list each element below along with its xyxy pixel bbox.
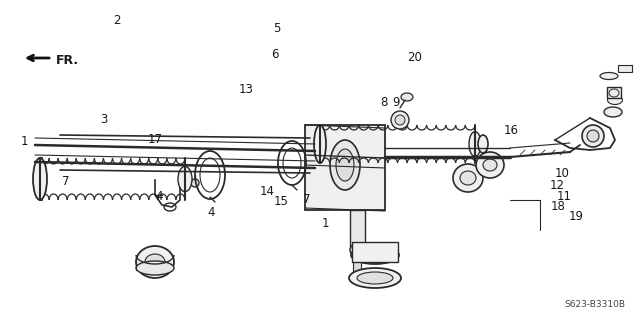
Text: S623-B3310B: S623-B3310B [564,300,625,309]
Ellipse shape [145,254,165,270]
Text: 7: 7 [303,193,311,206]
Bar [305,125,385,210]
Ellipse shape [391,111,409,129]
Text: 19: 19 [568,211,584,223]
Ellipse shape [314,125,326,163]
Text: 3: 3 [100,113,108,126]
Ellipse shape [478,135,488,153]
Bar [350,210,365,250]
Text: 4: 4 [207,206,215,219]
Text: 8: 8 [380,96,388,108]
Text: 1: 1 [321,218,329,230]
Ellipse shape [330,140,360,190]
Ellipse shape [483,159,497,171]
Bar [607,87,621,98]
Text: 10: 10 [554,167,570,180]
Ellipse shape [350,244,364,256]
Text: 7: 7 [61,175,69,188]
Text: 6: 6 [271,48,279,61]
Text: 16: 16 [503,124,518,137]
Ellipse shape [604,107,622,117]
Ellipse shape [33,158,47,200]
Ellipse shape [136,246,174,278]
Text: 1: 1 [20,136,28,148]
Text: 20: 20 [407,51,422,64]
Ellipse shape [351,246,399,264]
Ellipse shape [136,261,174,275]
Text: 17: 17 [147,133,163,146]
Ellipse shape [191,179,199,187]
Bar [618,65,632,72]
Ellipse shape [460,171,476,185]
Ellipse shape [600,72,618,79]
Ellipse shape [357,272,393,284]
Text: 9: 9 [392,96,399,108]
Ellipse shape [476,152,504,178]
Bar [352,242,398,262]
Text: 12: 12 [549,179,564,191]
Text: 13: 13 [239,83,254,96]
Ellipse shape [360,250,390,260]
Ellipse shape [582,125,604,147]
Ellipse shape [336,149,354,181]
Ellipse shape [587,130,599,142]
Ellipse shape [469,132,481,156]
Ellipse shape [349,268,401,288]
Text: 5: 5 [273,22,280,35]
Text: 18: 18 [550,200,566,213]
Text: 14: 14 [260,185,275,198]
Ellipse shape [401,93,413,101]
Text: 4: 4 [155,190,163,203]
Text: 2: 2 [113,14,120,27]
Ellipse shape [395,115,405,125]
Ellipse shape [453,164,483,192]
Ellipse shape [178,167,192,192]
Ellipse shape [607,95,623,105]
Bar [353,260,361,275]
Text: FR.: FR. [56,54,79,66]
Text: 11: 11 [557,190,572,203]
Text: 15: 15 [274,195,289,208]
